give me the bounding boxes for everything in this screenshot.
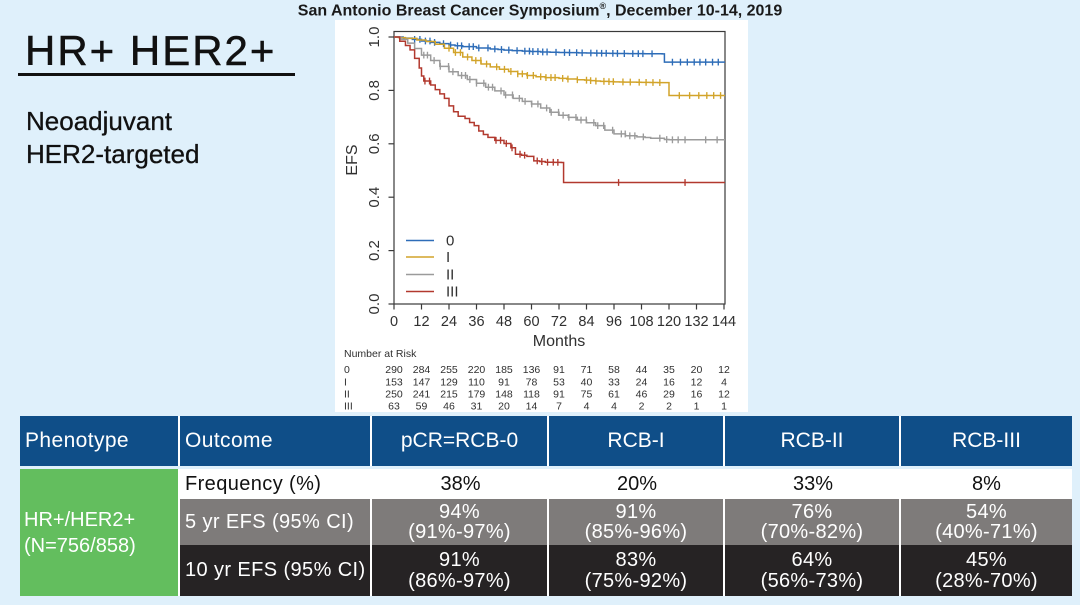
svg-text:20: 20 [498, 401, 510, 413]
svg-text:II: II [344, 389, 350, 401]
svg-text:153: 153 [385, 377, 403, 389]
svg-text:7: 7 [556, 401, 562, 413]
svg-text:0.4: 0.4 [366, 187, 383, 208]
svg-text:12: 12 [718, 364, 730, 376]
svg-text:33: 33 [608, 377, 620, 389]
svg-text:71: 71 [581, 364, 593, 376]
svg-text:1: 1 [694, 401, 700, 413]
svg-text:84: 84 [578, 314, 594, 330]
svg-text:48: 48 [496, 314, 512, 330]
svg-text:136: 136 [523, 364, 541, 376]
svg-text:53: 53 [553, 377, 565, 389]
svg-text:46: 46 [443, 401, 455, 413]
svg-text:144: 144 [712, 314, 736, 330]
svg-text:91: 91 [498, 377, 510, 389]
svg-text:44: 44 [636, 364, 648, 376]
svg-text:290: 290 [385, 364, 403, 376]
svg-text:II: II [446, 267, 454, 284]
svg-text:108: 108 [629, 314, 653, 330]
svg-text:96: 96 [606, 314, 622, 330]
svg-text:61: 61 [608, 389, 620, 401]
svg-text:91: 91 [553, 364, 565, 376]
svg-text:220: 220 [468, 364, 486, 376]
svg-text:147: 147 [413, 377, 431, 389]
svg-text:0.8: 0.8 [366, 80, 383, 101]
svg-text:241: 241 [413, 389, 431, 401]
svg-text:120: 120 [657, 314, 681, 330]
svg-text:2: 2 [666, 401, 672, 413]
svg-text:0.0: 0.0 [366, 294, 383, 315]
svg-text:24: 24 [441, 314, 457, 330]
svg-text:0.6: 0.6 [366, 133, 383, 154]
svg-text:75: 75 [581, 389, 593, 401]
svg-text:148: 148 [495, 389, 513, 401]
svg-text:16: 16 [691, 389, 703, 401]
svg-text:16: 16 [663, 377, 675, 389]
svg-text:EFS: EFS [344, 144, 361, 175]
svg-text:12: 12 [718, 389, 730, 401]
svg-text:29: 29 [663, 389, 675, 401]
svg-text:59: 59 [416, 401, 428, 413]
svg-text:III: III [446, 284, 459, 301]
svg-text:40: 40 [581, 377, 593, 389]
svg-text:4: 4 [611, 401, 617, 413]
svg-text:91: 91 [553, 389, 565, 401]
svg-text:46: 46 [636, 389, 648, 401]
svg-text:110: 110 [468, 377, 485, 389]
svg-text:185: 185 [495, 364, 513, 376]
svg-text:60: 60 [523, 314, 539, 330]
svg-text:0: 0 [446, 233, 454, 250]
svg-text:20: 20 [691, 364, 703, 376]
svg-text:Number at Risk: Number at Risk [344, 348, 417, 360]
svg-text:250: 250 [385, 389, 403, 401]
svg-text:132: 132 [684, 314, 708, 330]
svg-text:78: 78 [526, 377, 538, 389]
svg-text:12: 12 [691, 377, 703, 389]
svg-text:14: 14 [526, 401, 538, 413]
svg-text:35: 35 [663, 364, 675, 376]
svg-text:0.2: 0.2 [366, 240, 383, 261]
svg-text:0: 0 [344, 364, 350, 376]
svg-text:72: 72 [551, 314, 567, 330]
svg-text:58: 58 [608, 364, 620, 376]
svg-text:0: 0 [390, 314, 398, 330]
svg-text:4: 4 [584, 401, 590, 413]
svg-text:2: 2 [639, 401, 645, 413]
svg-text:12: 12 [413, 314, 429, 330]
svg-text:118: 118 [523, 389, 540, 401]
svg-text:1.0: 1.0 [366, 27, 383, 48]
svg-text:63: 63 [388, 401, 400, 413]
svg-text:255: 255 [440, 364, 458, 376]
svg-text:24: 24 [636, 377, 648, 389]
svg-text:Months: Months [533, 333, 585, 350]
svg-text:31: 31 [471, 401, 483, 413]
svg-text:179: 179 [468, 389, 486, 401]
svg-text:284: 284 [413, 364, 431, 376]
svg-text:I: I [344, 377, 347, 389]
svg-text:III: III [344, 401, 353, 413]
svg-text:215: 215 [440, 389, 458, 401]
svg-text:4: 4 [721, 377, 727, 389]
svg-text:I: I [446, 249, 450, 266]
svg-text:1: 1 [721, 401, 727, 413]
svg-text:36: 36 [468, 314, 484, 330]
svg-text:129: 129 [440, 377, 458, 389]
